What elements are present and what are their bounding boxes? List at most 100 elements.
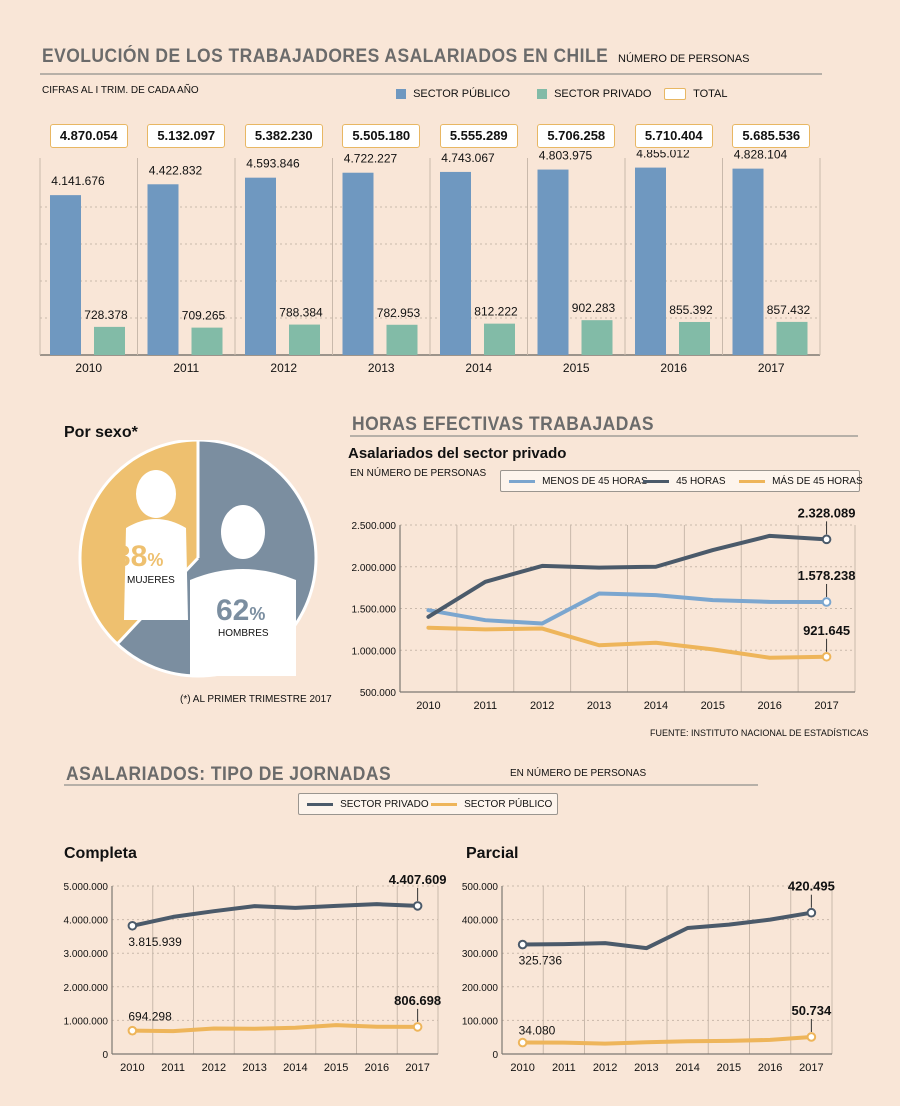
x-tick-2011: 2011	[552, 1062, 576, 1074]
bar-tick-2016: 2016	[660, 361, 687, 375]
end-label-1: 806.698	[394, 993, 441, 1008]
parcial-chart: 0 100.000 200.000 300.000 400.000 500.000 2010…	[462, 879, 835, 1074]
y-tick-label: 0	[102, 1050, 108, 1061]
hours-source: FUENTE: INSTITUTO NACIONAL DE ESTADÍSTIC…	[650, 728, 869, 738]
total-swatch	[664, 88, 686, 101]
men-percent: 62%	[216, 594, 265, 627]
series-line-0	[520, 910, 814, 951]
x-tick-2017: 2017	[799, 1062, 823, 1074]
end-label-2: 921.645	[803, 623, 850, 638]
legend-equal: 45 HORAS	[643, 475, 726, 487]
legend-public-label: SECTOR PÚBLICO	[413, 88, 511, 100]
bar-private-2016	[679, 321, 710, 355]
bars-note: CIFRAS AL I TRIM. DE CADA AÑO	[42, 85, 199, 96]
x-tick-2015: 2015	[717, 1062, 741, 1074]
main-title: EVOLUCIÓN DE LOS TRABAJADORES ASALARIADO…	[42, 46, 609, 67]
total-box-2010: 4.870.054	[49, 124, 128, 148]
x-tick-2015: 2015	[324, 1062, 348, 1074]
series-start-point-1	[517, 1037, 528, 1048]
y-tick-label: 2.000.000	[64, 983, 109, 994]
label-public-2012: 4.593.846	[246, 157, 300, 171]
total-box-2015: 5.706.258	[537, 124, 616, 148]
x-tick-2010: 2010	[120, 1062, 144, 1074]
y-tick-label: 100.000	[462, 1016, 499, 1027]
x-tick-2014: 2014	[283, 1062, 307, 1074]
label-private-2012: 788.384	[279, 306, 323, 320]
total-box-2013: 5.505.180	[342, 124, 421, 148]
legend-private: SECTOR PRIVADO	[537, 88, 651, 100]
series-end-point-0	[806, 907, 817, 918]
x-tick-2010: 2010	[510, 1062, 534, 1074]
legend-total: TOTAL	[664, 88, 728, 101]
label-private-2016: 855.392	[669, 303, 713, 317]
main-unit: NÚMERO DE PERSONAS	[618, 53, 750, 65]
bar-public-2013	[342, 172, 374, 355]
start-label-0: 3.815.939	[128, 935, 182, 949]
y-tick-label: 400.000	[462, 916, 499, 927]
bar-public-2010	[50, 195, 81, 355]
end-label-0: 1.578.238	[798, 568, 856, 583]
label-private-2017: 857.432	[767, 303, 811, 317]
series-end-point-1	[412, 1022, 423, 1032]
total-box-2017: 5.685.536	[732, 124, 811, 148]
bar-public-2011	[147, 184, 179, 355]
jornadas-unit: EN NÚMERO DE PERSONAS	[510, 768, 647, 779]
bar-private-2012	[289, 324, 320, 355]
hours-title: HORAS EFECTIVAS TRABAJADAS	[352, 414, 655, 435]
y-tick-label: 2.000.000	[352, 563, 397, 574]
x-tick-2017: 2017	[405, 1062, 429, 1074]
legend-total-label: TOTAL	[693, 88, 728, 100]
legend-j-private-label: SECTOR PRIVADO	[340, 799, 429, 810]
hours-subtitle: Asalariados del sector privado	[348, 445, 567, 462]
x-tick-2013: 2013	[587, 700, 611, 712]
y-tick-label: 3.000.000	[64, 949, 109, 960]
bar-tick-2011: 2011	[173, 361, 199, 375]
bar-private-2014	[484, 323, 515, 355]
legend-equal-label: 45 HORAS	[676, 476, 726, 487]
x-tick-2012: 2012	[202, 1062, 226, 1074]
x-tick-2013: 2013	[634, 1062, 658, 1074]
total-box-2011: 5.132.097	[147, 124, 226, 148]
woman-icon	[124, 470, 188, 620]
series-start-point-1	[127, 1025, 138, 1036]
x-tick-2016: 2016	[757, 700, 781, 712]
legend-private-label: SECTOR PRIVADO	[554, 88, 652, 100]
legend-j-public-label: SECTOR PÚBLICO	[464, 799, 553, 810]
series-line-0	[426, 591, 829, 626]
end-label-1: 2.328.089	[798, 505, 856, 520]
start-label-1: 34.080	[519, 1024, 556, 1038]
label-public-2016: 4.855.012	[636, 150, 690, 161]
sex-footnote: (*) AL PRIMER TRIMESTRE 2017	[180, 694, 332, 705]
bar-public-2012	[245, 177, 276, 355]
series-line-1	[130, 1023, 420, 1034]
y-tick-label: 300.000	[462, 949, 499, 960]
x-tick-2016: 2016	[365, 1062, 389, 1074]
label-public-2014: 4.743.067	[441, 151, 495, 165]
series-line-1	[520, 1034, 814, 1046]
x-tick-2012: 2012	[593, 1062, 617, 1074]
label-private-2013: 782.953	[377, 306, 421, 320]
start-label-0: 325.736	[519, 954, 563, 968]
y-tick-label: 500.000	[360, 688, 397, 699]
private-swatch	[537, 89, 547, 100]
bar-tick-2010: 2010	[75, 361, 102, 375]
women-label: MUJERES	[127, 575, 175, 586]
legend-less-label: MENOS DE 45 HORAS	[542, 476, 648, 487]
series-line-1	[426, 533, 829, 619]
less-swatch	[509, 479, 535, 483]
end-label-1: 50.734	[791, 1003, 832, 1018]
total-box-2012: 5.382.230	[244, 124, 323, 148]
y-tick-label: 1.000.000	[352, 646, 397, 657]
total-box-2014: 5.555.289	[439, 124, 518, 148]
bar-public-2014	[440, 171, 471, 355]
label-public-2015: 4.803.975	[539, 150, 593, 163]
bar-tick-2017: 2017	[758, 361, 785, 375]
equal-swatch	[643, 479, 669, 483]
bar-public-2015	[537, 169, 569, 355]
bar-public-2016	[635, 167, 666, 355]
series-end-point-0	[412, 901, 423, 911]
total-box-2016: 5.710.404	[634, 124, 713, 148]
label-public-2017: 4.828.104	[734, 150, 788, 162]
man-icon	[190, 505, 296, 676]
pie-chart: 38% MUJERES 62%HOMBRES	[78, 440, 318, 678]
